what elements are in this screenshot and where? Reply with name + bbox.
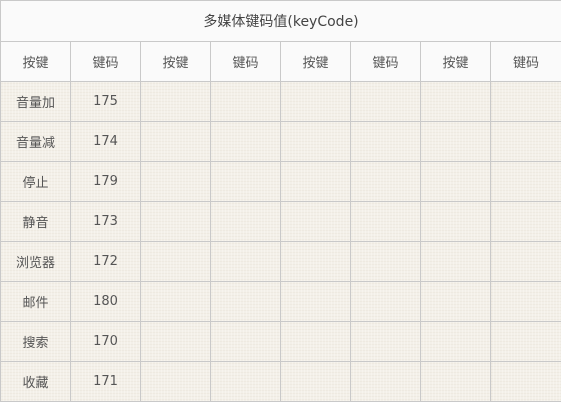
empty-cell [211, 242, 281, 282]
key-name-cell: 搜索 [1, 322, 71, 362]
header-code-1: 键码 [71, 42, 141, 82]
empty-cell [351, 82, 421, 122]
keycode-cell: 170 [71, 322, 141, 362]
empty-cell [351, 162, 421, 202]
key-name-cell: 音量减 [1, 122, 71, 162]
table-caption: 多媒体键码值(keyCode) [1, 1, 561, 42]
empty-cell [351, 322, 421, 362]
empty-cell [211, 322, 281, 362]
key-name-cell: 停止 [1, 162, 71, 202]
empty-cell [281, 362, 351, 402]
empty-cell [141, 82, 211, 122]
empty-cell [141, 122, 211, 162]
empty-cell [281, 282, 351, 322]
empty-cell [141, 282, 211, 322]
empty-cell [281, 122, 351, 162]
empty-cell [141, 202, 211, 242]
empty-cell [421, 82, 491, 122]
header-code-4: 键码 [491, 42, 561, 82]
empty-cell [421, 122, 491, 162]
empty-cell [211, 362, 281, 402]
empty-cell [281, 242, 351, 282]
header-code-2: 键码 [211, 42, 281, 82]
key-name-cell: 邮件 [1, 282, 71, 322]
empty-cell [351, 202, 421, 242]
empty-cell [351, 122, 421, 162]
empty-cell [211, 202, 281, 242]
empty-cell [491, 122, 561, 162]
empty-cell [491, 82, 561, 122]
empty-cell [281, 162, 351, 202]
key-name-cell: 浏览器 [1, 242, 71, 282]
empty-cell [211, 82, 281, 122]
header-key-1: 按键 [1, 42, 71, 82]
empty-cell [211, 162, 281, 202]
empty-cell [491, 362, 561, 402]
empty-cell [491, 202, 561, 242]
empty-cell [491, 322, 561, 362]
empty-cell [281, 202, 351, 242]
empty-cell [281, 82, 351, 122]
keycode-cell: 173 [71, 202, 141, 242]
header-key-3: 按键 [281, 42, 351, 82]
empty-cell [351, 282, 421, 322]
keycode-cell: 180 [71, 282, 141, 322]
empty-cell [141, 162, 211, 202]
empty-cell [421, 362, 491, 402]
keycode-cell: 172 [71, 242, 141, 282]
empty-cell [421, 322, 491, 362]
keycode-cell: 179 [71, 162, 141, 202]
empty-cell [421, 162, 491, 202]
empty-cell [491, 282, 561, 322]
empty-cell [141, 362, 211, 402]
empty-cell [211, 282, 281, 322]
empty-cell [141, 242, 211, 282]
table-header-row: 按键 键码 按键 键码 按键 键码 按键 键码 [1, 42, 561, 82]
empty-cell [141, 322, 211, 362]
empty-cell [351, 242, 421, 282]
keycode-cell: 175 [71, 82, 141, 122]
key-name-cell: 音量加 [1, 82, 71, 122]
empty-cell [421, 282, 491, 322]
empty-cell [491, 162, 561, 202]
empty-cell [351, 362, 421, 402]
empty-cell [281, 322, 351, 362]
empty-cell [421, 202, 491, 242]
header-code-3: 键码 [351, 42, 421, 82]
key-name-cell: 收藏 [1, 362, 71, 402]
header-key-4: 按键 [421, 42, 491, 82]
key-name-cell: 静音 [1, 202, 71, 242]
empty-cell [491, 242, 561, 282]
header-key-2: 按键 [141, 42, 211, 82]
keycode-cell: 174 [71, 122, 141, 162]
empty-cell [421, 242, 491, 282]
empty-cell [211, 122, 281, 162]
keycode-cell: 171 [71, 362, 141, 402]
